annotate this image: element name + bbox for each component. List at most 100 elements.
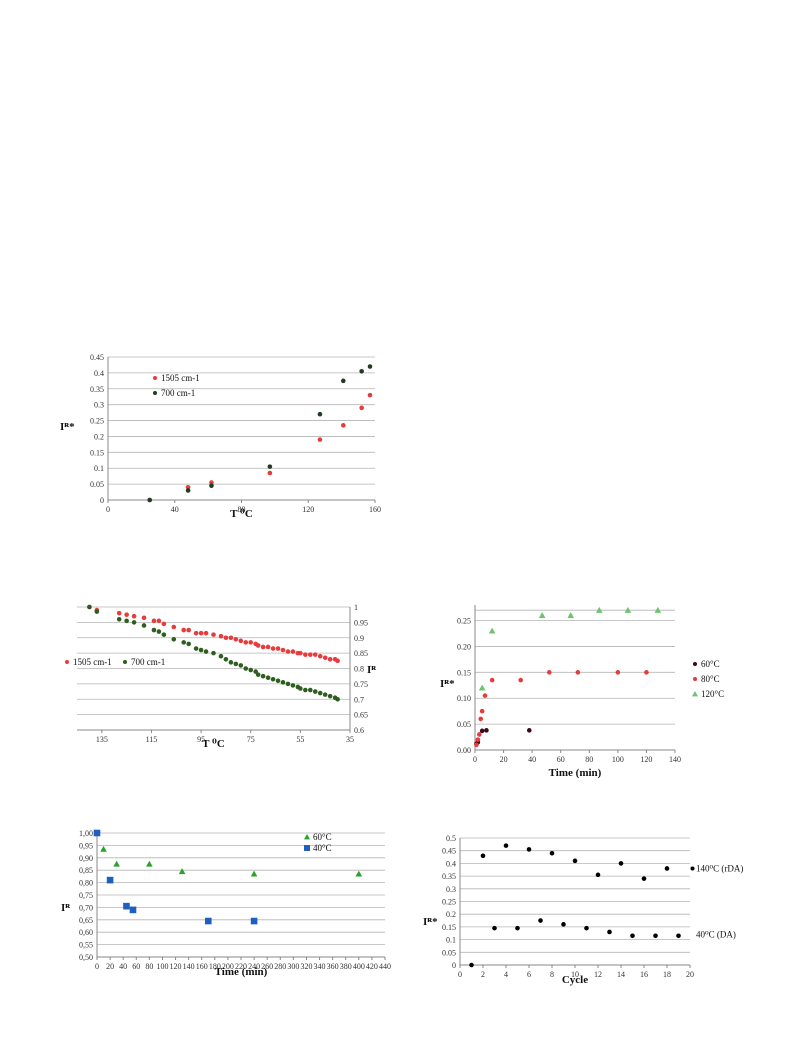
data-point-series-0 [664,866,670,871]
y-tick-label: 0.85 [354,649,368,658]
data-point-series-1 [147,497,153,503]
y-tick-label: 0.15 [90,448,104,457]
data-point-series-1 [260,673,266,679]
data-point-series-0 [630,933,635,939]
data-point-series-1 [204,917,212,925]
data-point-series-1 [482,693,488,698]
y-tick-label: 0.9 [354,634,364,643]
x-tick-label: 0 [458,970,462,979]
legend-label: 700 cm-1 [131,657,165,667]
x-tick-label: 200 [222,962,234,971]
data-point-series-1 [478,716,484,722]
y-tick-label: 0.2 [94,432,104,441]
x-tick-label: 120 [640,755,652,764]
legend-label: 40°C [313,843,332,853]
x-tick-label: 0 [473,755,477,764]
data-point-series-1 [181,640,187,645]
data-point-series-0 [317,653,323,659]
y-tick-label: 0.4 [446,859,456,868]
x-tick-label: 60 [132,962,140,971]
data-point-series-1 [228,660,234,665]
data-point-series-0 [312,652,318,657]
data-point-series-1 [161,632,167,637]
data-point-series-1 [193,646,199,651]
x-axis-label: Time (min) [549,767,602,779]
y-tick-label: 0,75 [79,891,93,900]
data-point-series-0 [303,652,308,657]
annotation-point [690,866,695,871]
x-tick-label: 280 [274,962,286,971]
data-point-series-1 [218,653,224,659]
x-tick-label: 55 [296,735,304,744]
x-tick-label: 14 [617,970,625,979]
y-tick-label: 0.7 [354,695,364,704]
x-tick-label: 6 [527,970,531,979]
y-tick-label: 0.35 [90,385,104,394]
data-point-series-1 [575,670,581,675]
data-point-series-1 [131,620,137,625]
data-point-series-0 [469,962,474,968]
y-tick-label: 0.05 [457,720,471,729]
data-point-series-0 [340,423,346,428]
y-tick-label: 0,60 [79,928,93,937]
data-point-series-1 [644,670,649,675]
x-tick-label: 20 [106,962,114,971]
chart-3-svg: 0.00 0.05 0.10 0.15 0.20 0.25 0 20 40 60 80 100 120 1… [440,605,724,779]
data-point-series-0 [178,868,186,875]
data-point-series-1 [340,378,346,384]
data-point-series-1 [285,681,291,687]
data-point-series-0 [355,870,363,877]
x-tick-label: 380 [340,962,352,971]
y-tick-label: 0.05 [442,948,456,957]
data-point-series-1 [615,670,621,675]
x-tick-label: 18 [663,970,671,979]
data-point-series-1 [123,902,130,910]
data-point-series-1 [171,636,177,642]
y-tick-label: 0.10 [457,694,471,703]
legend-label: 700 cm-1 [161,388,195,398]
x-tick-label: 120 [170,962,182,971]
y-tick-label: 0.15 [442,923,456,932]
legend-marker [692,691,698,697]
legend-marker [304,845,310,851]
y-tick-label: 0.35 [442,872,456,881]
data-point-series-0 [233,636,239,642]
data-point-series-0 [186,627,191,633]
data-point-series-0 [290,649,296,654]
x-tick-label: 220 [235,962,247,971]
x-tick-label: 4 [504,970,508,979]
data-point-series-0 [209,480,214,485]
x-tick-label: 115 [146,735,158,744]
y-tick-label: 0,85 [79,866,93,875]
y-tick-label: 0.5 [446,834,456,843]
y-tick-label: 0,50 [79,953,93,962]
data-point-series-1 [106,876,114,884]
y-tick-label: 0.00 [457,746,471,755]
x-axis-label: Time (min) [215,966,268,978]
legend-label: 60°C [701,659,720,669]
data-point-series-0 [113,860,120,867]
y-tick-label: 0.2 [446,910,456,919]
data-point-series-0 [211,632,216,637]
x-tick-label: 0 [106,505,110,514]
y-tick-label: 1,00 [79,829,93,838]
y-tick-label: 0.95 [354,618,368,627]
legend-label: 120°C [701,689,724,699]
x-tick-label: 360 [327,962,339,971]
data-point-series-0 [359,405,364,411]
data-point-series-1 [546,670,552,675]
legend-marker [153,391,157,395]
data-point-series-0 [161,621,167,627]
data-point-series-0 [218,633,224,639]
data-point-series-1 [298,686,303,691]
data-point-series-1 [116,617,122,622]
data-point-series-1 [317,690,323,696]
y-axis-label: Iᴿ* [423,916,438,928]
y-tick-label: 0.8 [354,665,364,674]
x-tick-label: 20 [686,970,694,979]
x-tick-label: 320 [300,962,312,971]
x-tick-label: 260 [261,962,273,971]
data-point-series-0 [243,640,249,645]
data-point-series-0 [335,658,340,664]
data-point-series-1 [265,675,271,681]
